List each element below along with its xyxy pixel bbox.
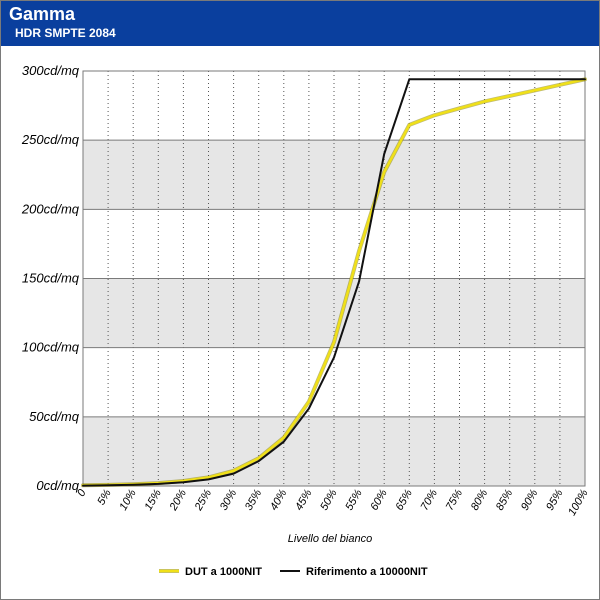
x-tick-label: 70% [419, 487, 441, 512]
y-tick-label: 50cd/mq [29, 409, 80, 424]
chart-title: Gamma [9, 4, 76, 24]
y-tick-label: 100cd/mq [22, 340, 80, 355]
x-tick-label: 30% [218, 487, 240, 512]
x-tick-label: 45% [293, 487, 315, 512]
x-tick-label: 90% [519, 487, 541, 512]
x-tick-label: 60% [368, 487, 390, 512]
x-tick-label: 10% [117, 487, 139, 512]
x-tick-label: 95% [544, 487, 566, 512]
horizontal-gridlines [82, 70, 586, 487]
series-line-reference [82, 78, 586, 487]
chart-subtitle: HDR SMPTE 2084 [15, 26, 116, 40]
x-tick-label: 40% [268, 487, 290, 512]
legend-item-reference: Riferimento a 10000NIT [280, 566, 428, 578]
x-tick-label: 25% [192, 487, 214, 513]
y-tick-label: 0cd/mq [36, 478, 79, 493]
plot-border [82, 70, 586, 487]
x-tick-label: 100% [566, 487, 591, 518]
x-tick-label: 20% [167, 487, 189, 513]
y-tick-label: 200cd/mq [21, 201, 80, 216]
y-tick-labels: 0cd/mq 50cd/mq 100cd/mq 150cd/mq 200cd/mq 250… [21, 63, 80, 493]
y-tick-label: 150cd/mq [22, 271, 80, 286]
y-tick-label: 300cd/mq [22, 63, 80, 78]
x-tick-label: 0 [75, 487, 89, 499]
x-tick-label: 50% [318, 487, 340, 512]
x-tick-label: 75% [444, 487, 466, 512]
legend-label: DUT a 1000NIT [185, 566, 262, 578]
x-tick-label: 85% [494, 487, 516, 512]
chart-header: Gamma HDR SMPTE 2084 [1, 1, 599, 46]
x-tick-label: 35% [243, 487, 265, 512]
grid-band [83, 140, 585, 210]
chart-legend: DUT a 1000NIT Riferimento a 10000NIT [159, 566, 428, 578]
series-lines [81, 77, 587, 488]
x-tick-label: 15% [142, 487, 164, 512]
x-tick-label: 5% [95, 487, 113, 507]
x-tick-labels: 0 5% 10% 15% 20% 25% 30% 35% 40% 45% 50% 55% 60% 65% 7… [75, 487, 591, 518]
y-tick-label: 250cd/mq [21, 132, 80, 147]
legend-label: Riferimento a 10000NIT [306, 566, 428, 578]
x-tick-label: 80% [469, 487, 491, 512]
x-axis-title: Livello del bianco [288, 533, 372, 545]
x-tick-label: 65% [393, 487, 415, 512]
x-tick-label: 55% [343, 487, 365, 512]
legend-item-dut: DUT a 1000NIT [159, 566, 262, 578]
